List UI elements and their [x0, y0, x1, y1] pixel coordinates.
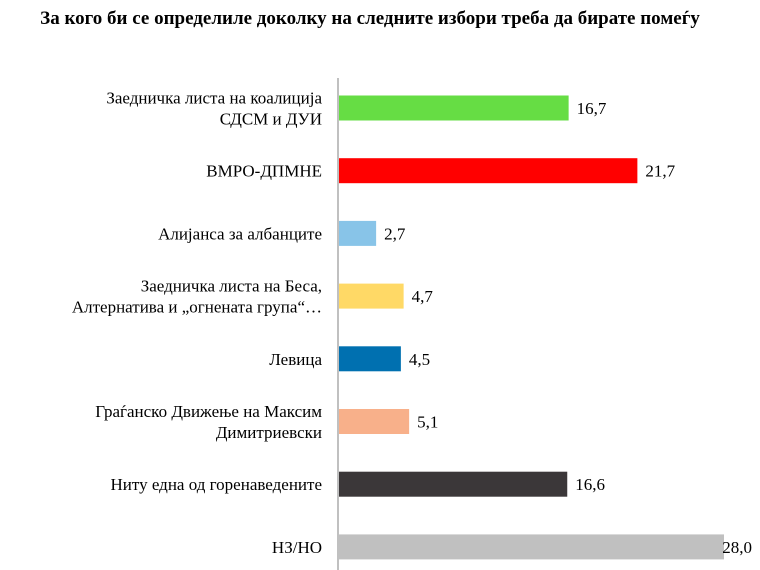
value-label-1: 16,7	[577, 99, 607, 118]
bar-6	[339, 409, 410, 434]
category-label-2: ВМРО-ДПМНЕ	[206, 162, 322, 181]
category-label-line: ВМРО-ДПМНЕ	[206, 162, 322, 181]
category-label-4: Заедничка листа на Беса, Алтернатива и „о…	[72, 277, 322, 317]
category-label-line: СДСМ и ДУИ	[220, 110, 322, 129]
category-label-line: Граѓанско Движење на Максим	[95, 402, 322, 421]
category-label-line: Алтернатива и „огнената група“…	[72, 298, 322, 317]
category-label-8: НЗ/НО	[272, 538, 322, 557]
bar-2	[339, 158, 638, 184]
bar-3	[339, 220, 377, 246]
value-label-5: 4,5	[409, 350, 430, 369]
chart-title: За кого би се определиле доколку на след…	[40, 8, 700, 29]
value-label-2: 21,7	[645, 162, 675, 181]
bar-7	[339, 471, 568, 497]
bar-4	[339, 283, 404, 309]
category-label-5: Левица	[269, 350, 322, 369]
category-label-line: Ниту една од горенаведените	[111, 475, 322, 494]
category-label-line: НЗ/НО	[272, 538, 322, 557]
category-label-line: Заедничка листа на Беса,	[141, 277, 322, 296]
category-label-line: Левица	[269, 350, 322, 369]
value-label-8: 28,0	[722, 538, 752, 557]
category-label-line: Заедничка листа на коалиција	[106, 89, 322, 108]
bar-8	[339, 534, 724, 560]
category-label-3: Алијанса за албанците	[158, 224, 322, 243]
value-label-7: 16,6	[575, 475, 605, 494]
value-label-3: 2,7	[384, 224, 406, 243]
bar-5	[339, 346, 401, 372]
category-label-line: Алијанса за албанците	[158, 224, 322, 243]
category-label-line: Димитриевски	[216, 423, 322, 442]
bar-1	[339, 95, 569, 121]
category-label-1: Заедничка листа на коалиција СДСМ и ДУИ	[106, 89, 322, 129]
category-label-6: Граѓанско Движење на Максим Димитриевски	[95, 402, 322, 442]
value-label-6: 5,1	[417, 413, 438, 432]
value-label-4: 4,7	[412, 287, 434, 306]
category-label-7: Ниту една од горенаведените	[111, 475, 322, 494]
